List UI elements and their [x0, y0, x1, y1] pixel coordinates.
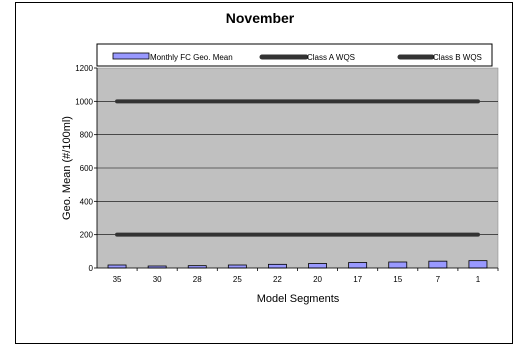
x-axis-title: Model Segments — [257, 293, 340, 305]
bar-7 — [428, 260, 448, 269]
x-tick-label-30: 30 — [153, 275, 162, 284]
y-tick-label-600: 600 — [80, 164, 94, 173]
bar-20 — [308, 263, 327, 269]
x-axis: 35 30 28 25 22 20 17 15 7 1 — [97, 267, 499, 284]
y-tick-label-0: 0 — [89, 264, 94, 273]
bar-15 — [388, 261, 408, 269]
x-tick-label-17: 17 — [353, 275, 362, 284]
y-tick-label-400: 400 — [80, 197, 94, 206]
y-axis: 0 200 400 600 800 1000 1200 — [75, 64, 98, 273]
legend-label-monthly-fc: Monthly FC Geo. Mean — [150, 53, 233, 62]
bar-1 — [468, 260, 488, 269]
legend-swatch-monthly-fc — [112, 52, 150, 60]
reference-lines — [115, 99, 480, 237]
y-tick-label-800: 800 — [80, 131, 94, 140]
chart-title: November — [226, 10, 295, 26]
legend-label-class-a: Class A WQS — [307, 53, 355, 62]
bar-22 — [268, 263, 287, 269]
legend: Monthly FC Geo. Mean Class A WQS Class B… — [96, 43, 493, 67]
x-tick-label-7: 7 — [436, 275, 441, 284]
bar-35 — [107, 264, 127, 269]
x-tick-label-28: 28 — [193, 275, 202, 284]
x-tick-label-1: 1 — [476, 275, 481, 284]
legend-label-class-b: Class B WQS — [433, 53, 482, 62]
bars — [107, 260, 488, 269]
x-tick-label-35: 35 — [113, 275, 122, 284]
x-tick-label-15: 15 — [393, 275, 402, 284]
x-tick-label-20: 20 — [313, 275, 322, 284]
y-axis-title: Geo. Mean (#/100ml) — [61, 116, 73, 220]
bar-17 — [348, 262, 368, 269]
bar-25 — [227, 264, 247, 269]
y-tick-label-200: 200 — [80, 231, 94, 240]
y-tick-label-1200: 1200 — [75, 64, 93, 73]
x-tick-label-22: 22 — [273, 275, 282, 284]
x-tick-label-25: 25 — [233, 275, 242, 284]
y-tick-label-1000: 1000 — [75, 97, 93, 106]
